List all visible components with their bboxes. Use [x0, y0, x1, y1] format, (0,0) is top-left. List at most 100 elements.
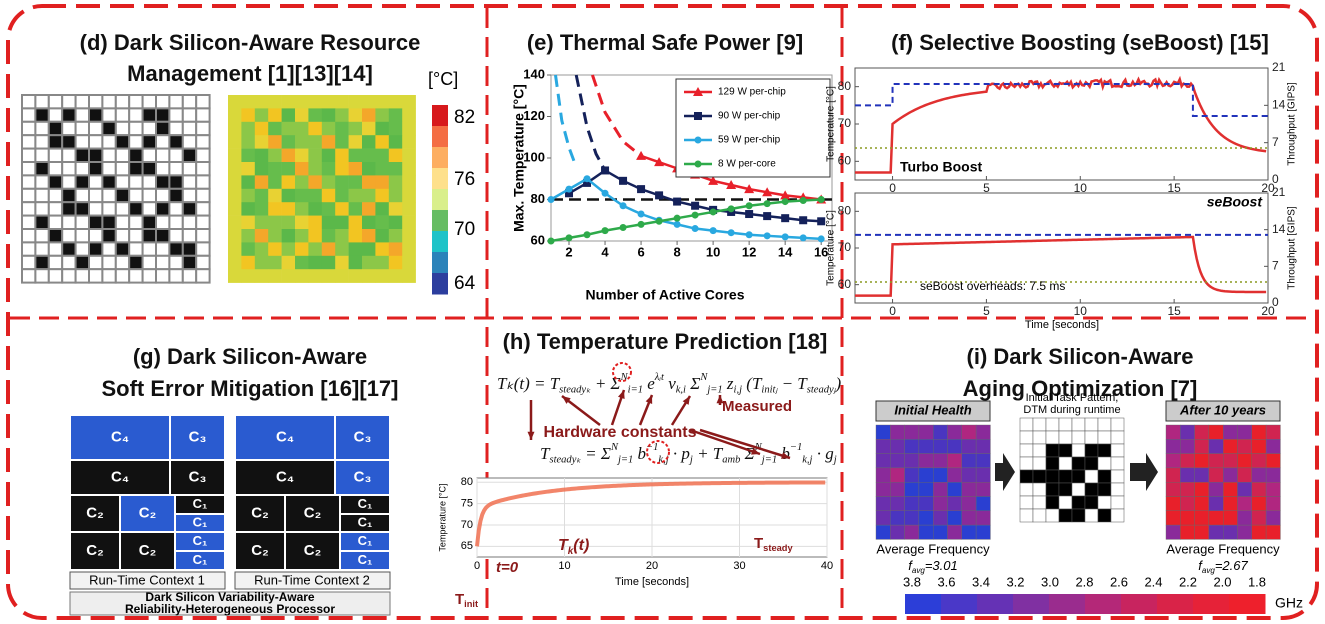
health-cell [933, 425, 947, 439]
marker [637, 185, 645, 193]
x-tick-label: 5 [983, 304, 990, 318]
heat-cell [295, 95, 309, 109]
map-label: After 10 years [1179, 402, 1266, 417]
heat-cell [362, 216, 376, 230]
colorbar-seg [432, 147, 448, 169]
core [76, 216, 89, 229]
task-cell [1059, 444, 1072, 457]
heat-cell [335, 202, 349, 216]
cluster-label: C₄ [276, 468, 294, 485]
cluster-label: C₂ [139, 542, 157, 559]
colorbar-seg [1229, 594, 1266, 614]
task-cell [1111, 470, 1124, 483]
heat-cell [228, 108, 242, 122]
heat-cell [308, 242, 322, 256]
core [62, 202, 75, 215]
core [62, 242, 75, 255]
core [116, 242, 129, 255]
heat-cell [308, 135, 322, 149]
y2-axis-label: Throughput [GIPS] [1287, 206, 1298, 290]
task-cell [1098, 470, 1111, 483]
health-cell [1266, 525, 1280, 539]
marker [800, 197, 807, 204]
core [169, 95, 182, 108]
core [22, 122, 35, 135]
health-cell [905, 525, 919, 539]
heat-cell [375, 189, 389, 203]
equation-part: i,j [734, 385, 743, 396]
heat-cell [322, 149, 336, 163]
heat-cell [241, 162, 255, 176]
heat-cell [282, 149, 296, 163]
health-cell [1166, 497, 1180, 511]
y-axis-label: Temperature [°C] [826, 210, 837, 286]
core [196, 216, 209, 229]
y2-tick-label: 14 [1272, 222, 1286, 236]
health-cell [976, 482, 990, 496]
core [156, 175, 169, 188]
y-tick-label: 80 [461, 476, 473, 488]
core [129, 135, 142, 148]
core [62, 269, 75, 282]
marker [728, 229, 735, 236]
core [196, 202, 209, 215]
y-tick-label: 70 [461, 519, 473, 531]
heat-cell [255, 229, 269, 243]
heat-cell [322, 269, 336, 283]
core [183, 216, 196, 229]
health-cell [890, 511, 904, 525]
heat-cell [268, 162, 282, 176]
cluster-label: C₁ [358, 496, 373, 511]
health-cell [1209, 525, 1223, 539]
y-tick-label: 60 [531, 232, 545, 247]
heat-cell [295, 202, 309, 216]
core [102, 242, 115, 255]
health-cell [1252, 439, 1266, 453]
equation-part: steadyⱼ [807, 385, 837, 396]
heat-cell [241, 202, 255, 216]
heat-cell [389, 256, 403, 270]
equation-part: z [723, 374, 734, 393]
core [196, 189, 209, 202]
core [35, 135, 48, 148]
series-line [551, 179, 821, 239]
health-cell [1252, 425, 1266, 439]
equation-part: j=1 [705, 385, 722, 396]
health-cell [933, 482, 947, 496]
health-cell [1209, 497, 1223, 511]
core [62, 256, 75, 269]
health-cell [948, 425, 962, 439]
core [156, 95, 169, 108]
core [156, 269, 169, 282]
health-cell [1180, 497, 1194, 511]
core [156, 229, 169, 242]
core [102, 175, 115, 188]
equation: Tₖ(t) = Tsteadyₖ + ΣNi=1 eλᵢt vk,i ΣNj=1… [497, 372, 842, 396]
chart-title: (e) Thermal Safe Power [9] [527, 30, 803, 55]
core [116, 135, 129, 148]
colorbar-seg [432, 273, 448, 295]
colorbar-tick: 2.8 [1075, 574, 1093, 589]
task-cell [1111, 496, 1124, 509]
core [143, 175, 156, 188]
panel-title: (g) Dark Silicon-Aware [133, 344, 367, 369]
task-cell [1033, 496, 1046, 509]
cluster-label: C₄ [111, 468, 129, 485]
core [156, 108, 169, 121]
core [102, 162, 115, 175]
health-cell [919, 511, 933, 525]
core [156, 122, 169, 135]
health-cell [1266, 497, 1280, 511]
core [35, 162, 48, 175]
heat-cell [402, 108, 416, 122]
colorbar-tick: 3.6 [937, 574, 955, 589]
health-cell [962, 511, 976, 525]
heat-cell [335, 216, 349, 230]
core [89, 242, 102, 255]
y-tick-label: 65 [461, 540, 473, 552]
heat-cell [282, 269, 296, 283]
equation-part: j=1 [760, 455, 777, 466]
core [156, 202, 169, 215]
y2-tick-label: 14 [1272, 98, 1286, 112]
heat-cell [268, 242, 282, 256]
